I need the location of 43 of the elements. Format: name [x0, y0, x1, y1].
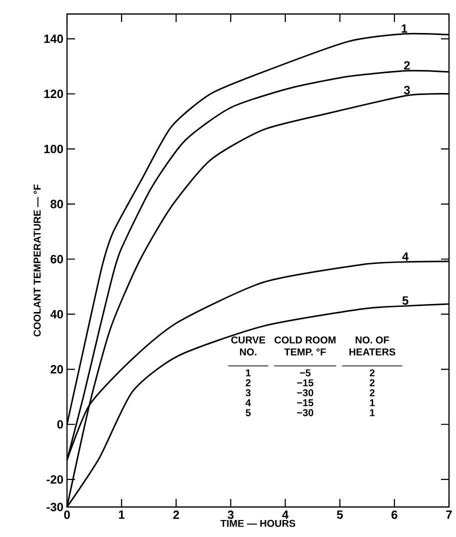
- series-label: 2: [404, 61, 410, 70]
- annotation: 1: [246, 369, 251, 376]
- annotation: 3: [246, 389, 251, 396]
- series-label: 3: [404, 86, 410, 94]
- annotation: COLD ROOM TEMP. °F: [274, 336, 336, 356]
- annotation: 2: [370, 389, 375, 396]
- annotation: 2: [370, 379, 375, 386]
- y-tick-label: 80: [50, 200, 63, 208]
- x-tick-label: 0: [64, 510, 70, 519]
- y-tick-label: 0: [57, 420, 63, 429]
- annotation: 4: [246, 399, 251, 406]
- annotation: 2: [370, 369, 375, 376]
- legend-label: 1: [402, 24, 408, 33]
- y-tick-label: 120: [44, 90, 63, 98]
- y-tick-label: 100: [44, 144, 63, 154]
- series-label: 4: [402, 252, 409, 261]
- annotation: −30: [297, 409, 314, 416]
- annotation: −15: [297, 379, 314, 386]
- y-tick-label: 60: [50, 254, 63, 264]
- y-tick-label: 40: [50, 310, 63, 318]
- y-tick-label: 140: [44, 34, 63, 44]
- annotation: −15: [297, 399, 314, 406]
- x-tick-label: 5: [336, 510, 343, 519]
- y-tick-label: -30: [46, 502, 63, 512]
- annotation: NO. OF HEATERS: [349, 336, 396, 356]
- annotation: 5: [246, 409, 251, 416]
- x-tick-label: 3: [228, 510, 234, 520]
- annotation: CURVE NO.: [231, 336, 266, 356]
- x-axis-title: TIME — HOURS: [220, 520, 296, 527]
- annotation: 1: [370, 399, 375, 406]
- series-label: 5: [402, 296, 408, 305]
- x-tick-label: 4: [282, 510, 289, 519]
- annotation: 2: [246, 379, 251, 386]
- y-tick-label: -20: [46, 475, 63, 484]
- x-tick-label: 7: [446, 510, 452, 519]
- annotation: −5: [300, 369, 311, 376]
- y-axis-title: COOLANT TEMPERATURE — °F: [34, 184, 41, 336]
- y-tick-label: 20: [50, 365, 63, 374]
- annotation: −30: [297, 389, 314, 396]
- annotation: 1: [370, 409, 375, 416]
- x-tick-label: 1: [119, 510, 125, 519]
- x-tick-label: 6: [392, 510, 398, 519]
- x-tick-label: 2: [173, 510, 179, 519]
